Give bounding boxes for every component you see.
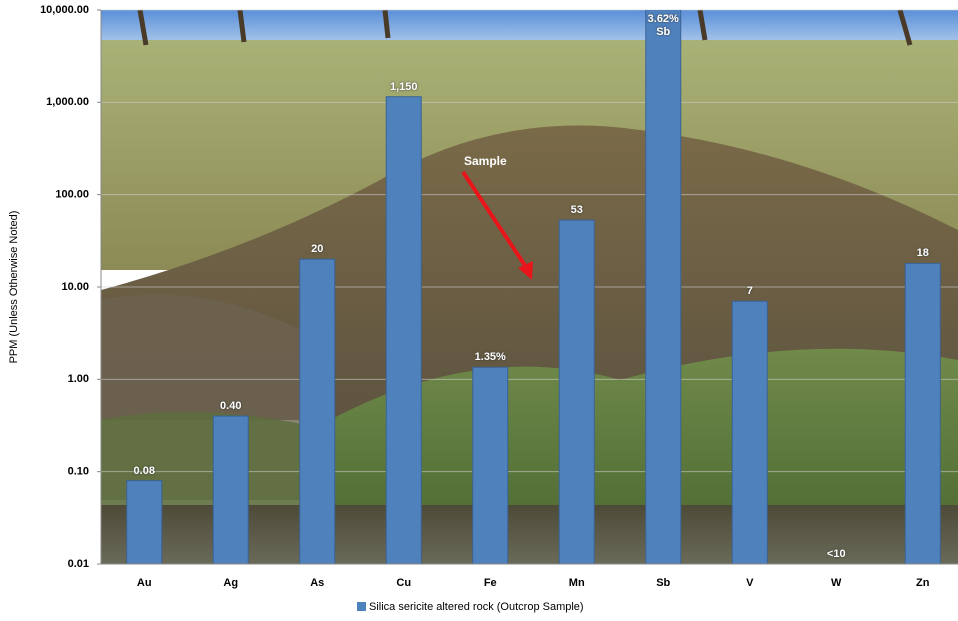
x-tick-label: Fe	[484, 577, 497, 589]
value-label: 7	[746, 285, 753, 298]
axes	[100, 10, 958, 565]
x-tick-label: Au	[137, 577, 152, 589]
value-label: 53	[570, 204, 583, 217]
bar	[126, 480, 163, 564]
bar	[645, 10, 682, 564]
bar	[731, 300, 768, 564]
value-label: 18	[916, 247, 929, 260]
x-tick-label: Cu	[396, 577, 411, 589]
bar	[299, 258, 336, 564]
x-tick-label: Ag	[223, 577, 238, 589]
y-tick-label: 100.00	[55, 189, 89, 201]
y-axis-label: PPM (Unless Otherwise Noted)	[8, 211, 20, 364]
x-tick-label: As	[310, 577, 324, 589]
x-tick-label: Zn	[916, 577, 930, 589]
bar	[385, 96, 422, 564]
x-tick-label: Sb	[656, 577, 670, 589]
y-tick-label: 1,000.00	[46, 96, 89, 108]
legend-swatch	[357, 602, 366, 611]
value-label: 1.35%	[474, 351, 506, 364]
annotation-arrowhead	[518, 261, 533, 280]
y-tick-label: 0.10	[68, 466, 89, 478]
value-label: <10	[826, 548, 846, 560]
legend-label: Silica sericite altered rock (Outcrop Sa…	[369, 601, 584, 613]
x-tick-label: Mn	[569, 577, 585, 589]
bar	[904, 262, 941, 564]
x-tick-label: V	[746, 577, 754, 589]
bar	[212, 415, 249, 564]
y-tick-label: 0.01	[68, 558, 89, 570]
y-tick-label: 10.00	[61, 281, 89, 293]
y-tick-label: 10,000.00	[40, 4, 89, 16]
value-label: 3.62% Sb	[647, 13, 679, 38]
annotation-arrow	[461, 170, 530, 272]
bars	[126, 10, 941, 564]
value-label: 0.08	[133, 464, 155, 477]
bar	[472, 366, 509, 564]
x-tick-label: W	[831, 577, 842, 589]
value-label: 0.40	[220, 400, 242, 413]
value-label: 20	[311, 243, 324, 256]
annotation: Sample	[464, 154, 507, 168]
value-label: 1,150	[389, 80, 418, 93]
bar	[558, 219, 595, 564]
y-tick-label: 1.00	[68, 373, 89, 385]
